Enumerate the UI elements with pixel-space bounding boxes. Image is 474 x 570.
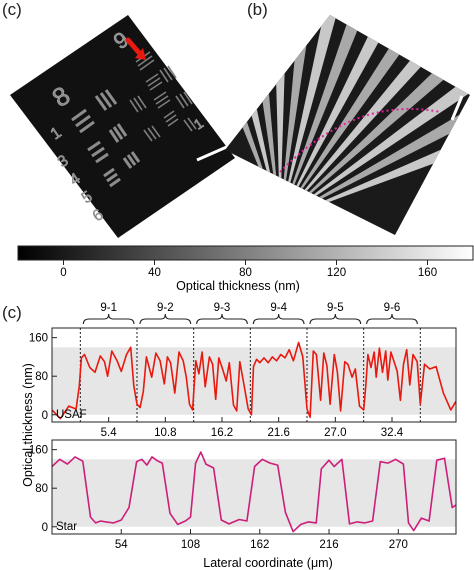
scale-bar-star xyxy=(450,95,464,121)
colorbar-tick-label: 120 xyxy=(327,267,346,279)
y-tick-label: 80 xyxy=(35,483,48,495)
plot-frame xyxy=(51,439,457,535)
group-label: 9-5 xyxy=(327,302,344,314)
star-image xyxy=(225,15,470,235)
x-tick-label: 27.0 xyxy=(324,427,346,439)
y-tick-label: 80 xyxy=(35,371,48,383)
x-axis-label: Lateral coordinate (μm) xyxy=(203,556,332,570)
x-tick-label: 5.4 xyxy=(101,427,118,439)
y-tick-label: 0 xyxy=(42,522,48,534)
group-label: 9-1 xyxy=(100,302,117,314)
star-spoke xyxy=(280,15,350,220)
colorbar-tick-label: 160 xyxy=(418,267,437,279)
panel-label-top-right: (b) xyxy=(247,0,268,19)
usaf-image: 8 1 3 4 5 6 9 1 xyxy=(10,15,239,238)
plot-frame xyxy=(51,327,457,423)
y-tick-label: 0 xyxy=(42,410,48,422)
y-axis-label: Optical thickness (nm) xyxy=(21,363,35,487)
colorbar-label: Optical thickness (nm) xyxy=(176,279,300,293)
x-tick-label: 21.6 xyxy=(267,427,289,439)
x-tick-label: 16.2 xyxy=(211,427,233,439)
x-tick-label: 10.8 xyxy=(154,427,176,439)
group-brace xyxy=(252,313,305,325)
star-spoke xyxy=(280,15,379,220)
star-spoke xyxy=(280,18,456,220)
star-spoke xyxy=(280,15,433,220)
star-spoke xyxy=(280,62,470,220)
x-tick-label: 54 xyxy=(115,539,128,551)
star-profile-plot: 0 80 160 54 108 162 216 270 Star xyxy=(29,439,457,551)
group-label: 9-3 xyxy=(214,302,231,314)
series-label: Star xyxy=(56,521,77,533)
y-tick-label: 160 xyxy=(29,445,48,457)
x-tick-label: 32.4 xyxy=(381,427,404,439)
x-tick-label: 162 xyxy=(250,539,269,551)
usaf-profile-plot: 0 80 160 5.4 10.8 16.2 21.6 27.0 32.4 USAF 9-1 9-2 9… xyxy=(29,302,457,439)
colorbar: 0 40 80 120 160 Optical thickness (nm) xyxy=(17,245,474,293)
series-label: USAF xyxy=(56,409,87,421)
star-spoke xyxy=(280,15,407,220)
group-brace xyxy=(196,313,248,325)
group-brace xyxy=(366,313,418,325)
colorbar-tick-label: 0 xyxy=(60,267,66,279)
group-brace xyxy=(139,313,192,325)
y-tick-label: 160 xyxy=(29,333,48,345)
colorbar-tick-label: 40 xyxy=(148,267,161,279)
profile-line xyxy=(51,451,457,533)
panel-label-bottom: (c) xyxy=(2,303,22,322)
star-spoke xyxy=(280,39,470,220)
colorbar-tick-label: 80 xyxy=(239,267,252,279)
panel-label-top-left: (c) xyxy=(2,0,22,19)
group-brace xyxy=(82,313,135,325)
x-tick-label: 270 xyxy=(389,539,408,551)
star-spoke xyxy=(280,88,470,220)
group-brace xyxy=(309,313,362,325)
group-label: 9-4 xyxy=(270,302,287,314)
group-label: 9-6 xyxy=(384,302,401,314)
reference-band xyxy=(52,347,456,415)
x-tick-label: 216 xyxy=(319,539,338,551)
profile-line xyxy=(51,341,457,420)
group-label: 9-2 xyxy=(157,302,174,314)
x-tick-label: 108 xyxy=(181,539,200,551)
